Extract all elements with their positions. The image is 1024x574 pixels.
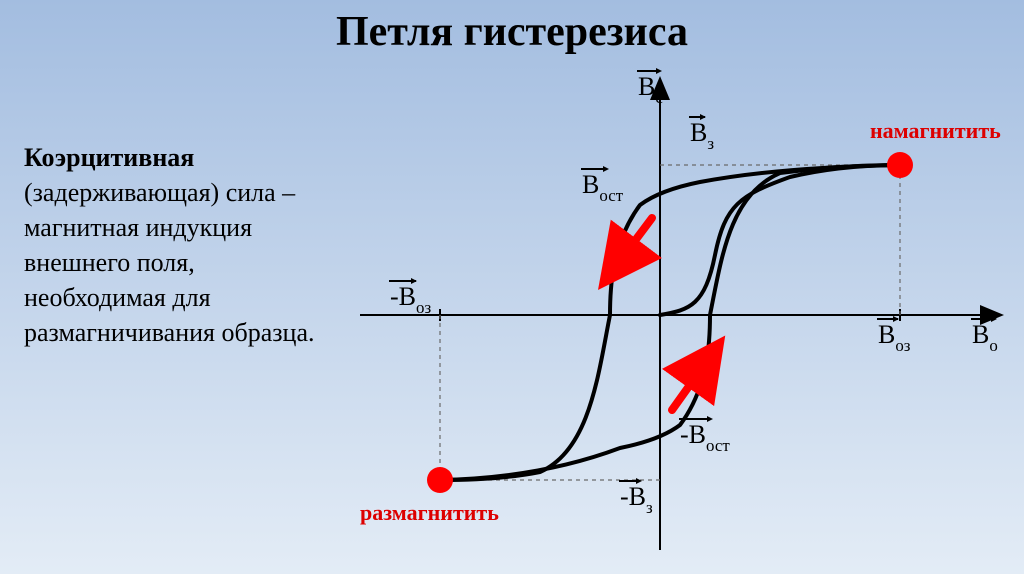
hysteresis-diagram: Вс Во Вз Вост -Воз Воз -Вост -Вз намагни… xyxy=(340,60,1020,570)
label-neg-boz: -Воз xyxy=(390,282,431,316)
label-bz: Вз xyxy=(690,118,714,152)
label-y-axis: Вс xyxy=(638,72,663,106)
definition-bold: Коэрцитивная xyxy=(24,143,194,172)
label-bost: Вост xyxy=(582,170,623,204)
label-x-axis: Во xyxy=(972,320,998,354)
definition-text: Коэрцитивная (задерживающая) сила – магн… xyxy=(24,140,334,351)
definition-line1: (задерживающая) xyxy=(24,178,219,207)
label-magnetize: намагнитить xyxy=(870,118,1001,144)
label-demagnetize: размагнитить xyxy=(360,500,499,526)
label-neg-bz: -Вз xyxy=(620,482,653,516)
label-boz: Воз xyxy=(878,320,910,354)
page-title: Петля гистерезиса xyxy=(0,8,1024,56)
label-neg-bost: -Вост xyxy=(680,420,730,454)
